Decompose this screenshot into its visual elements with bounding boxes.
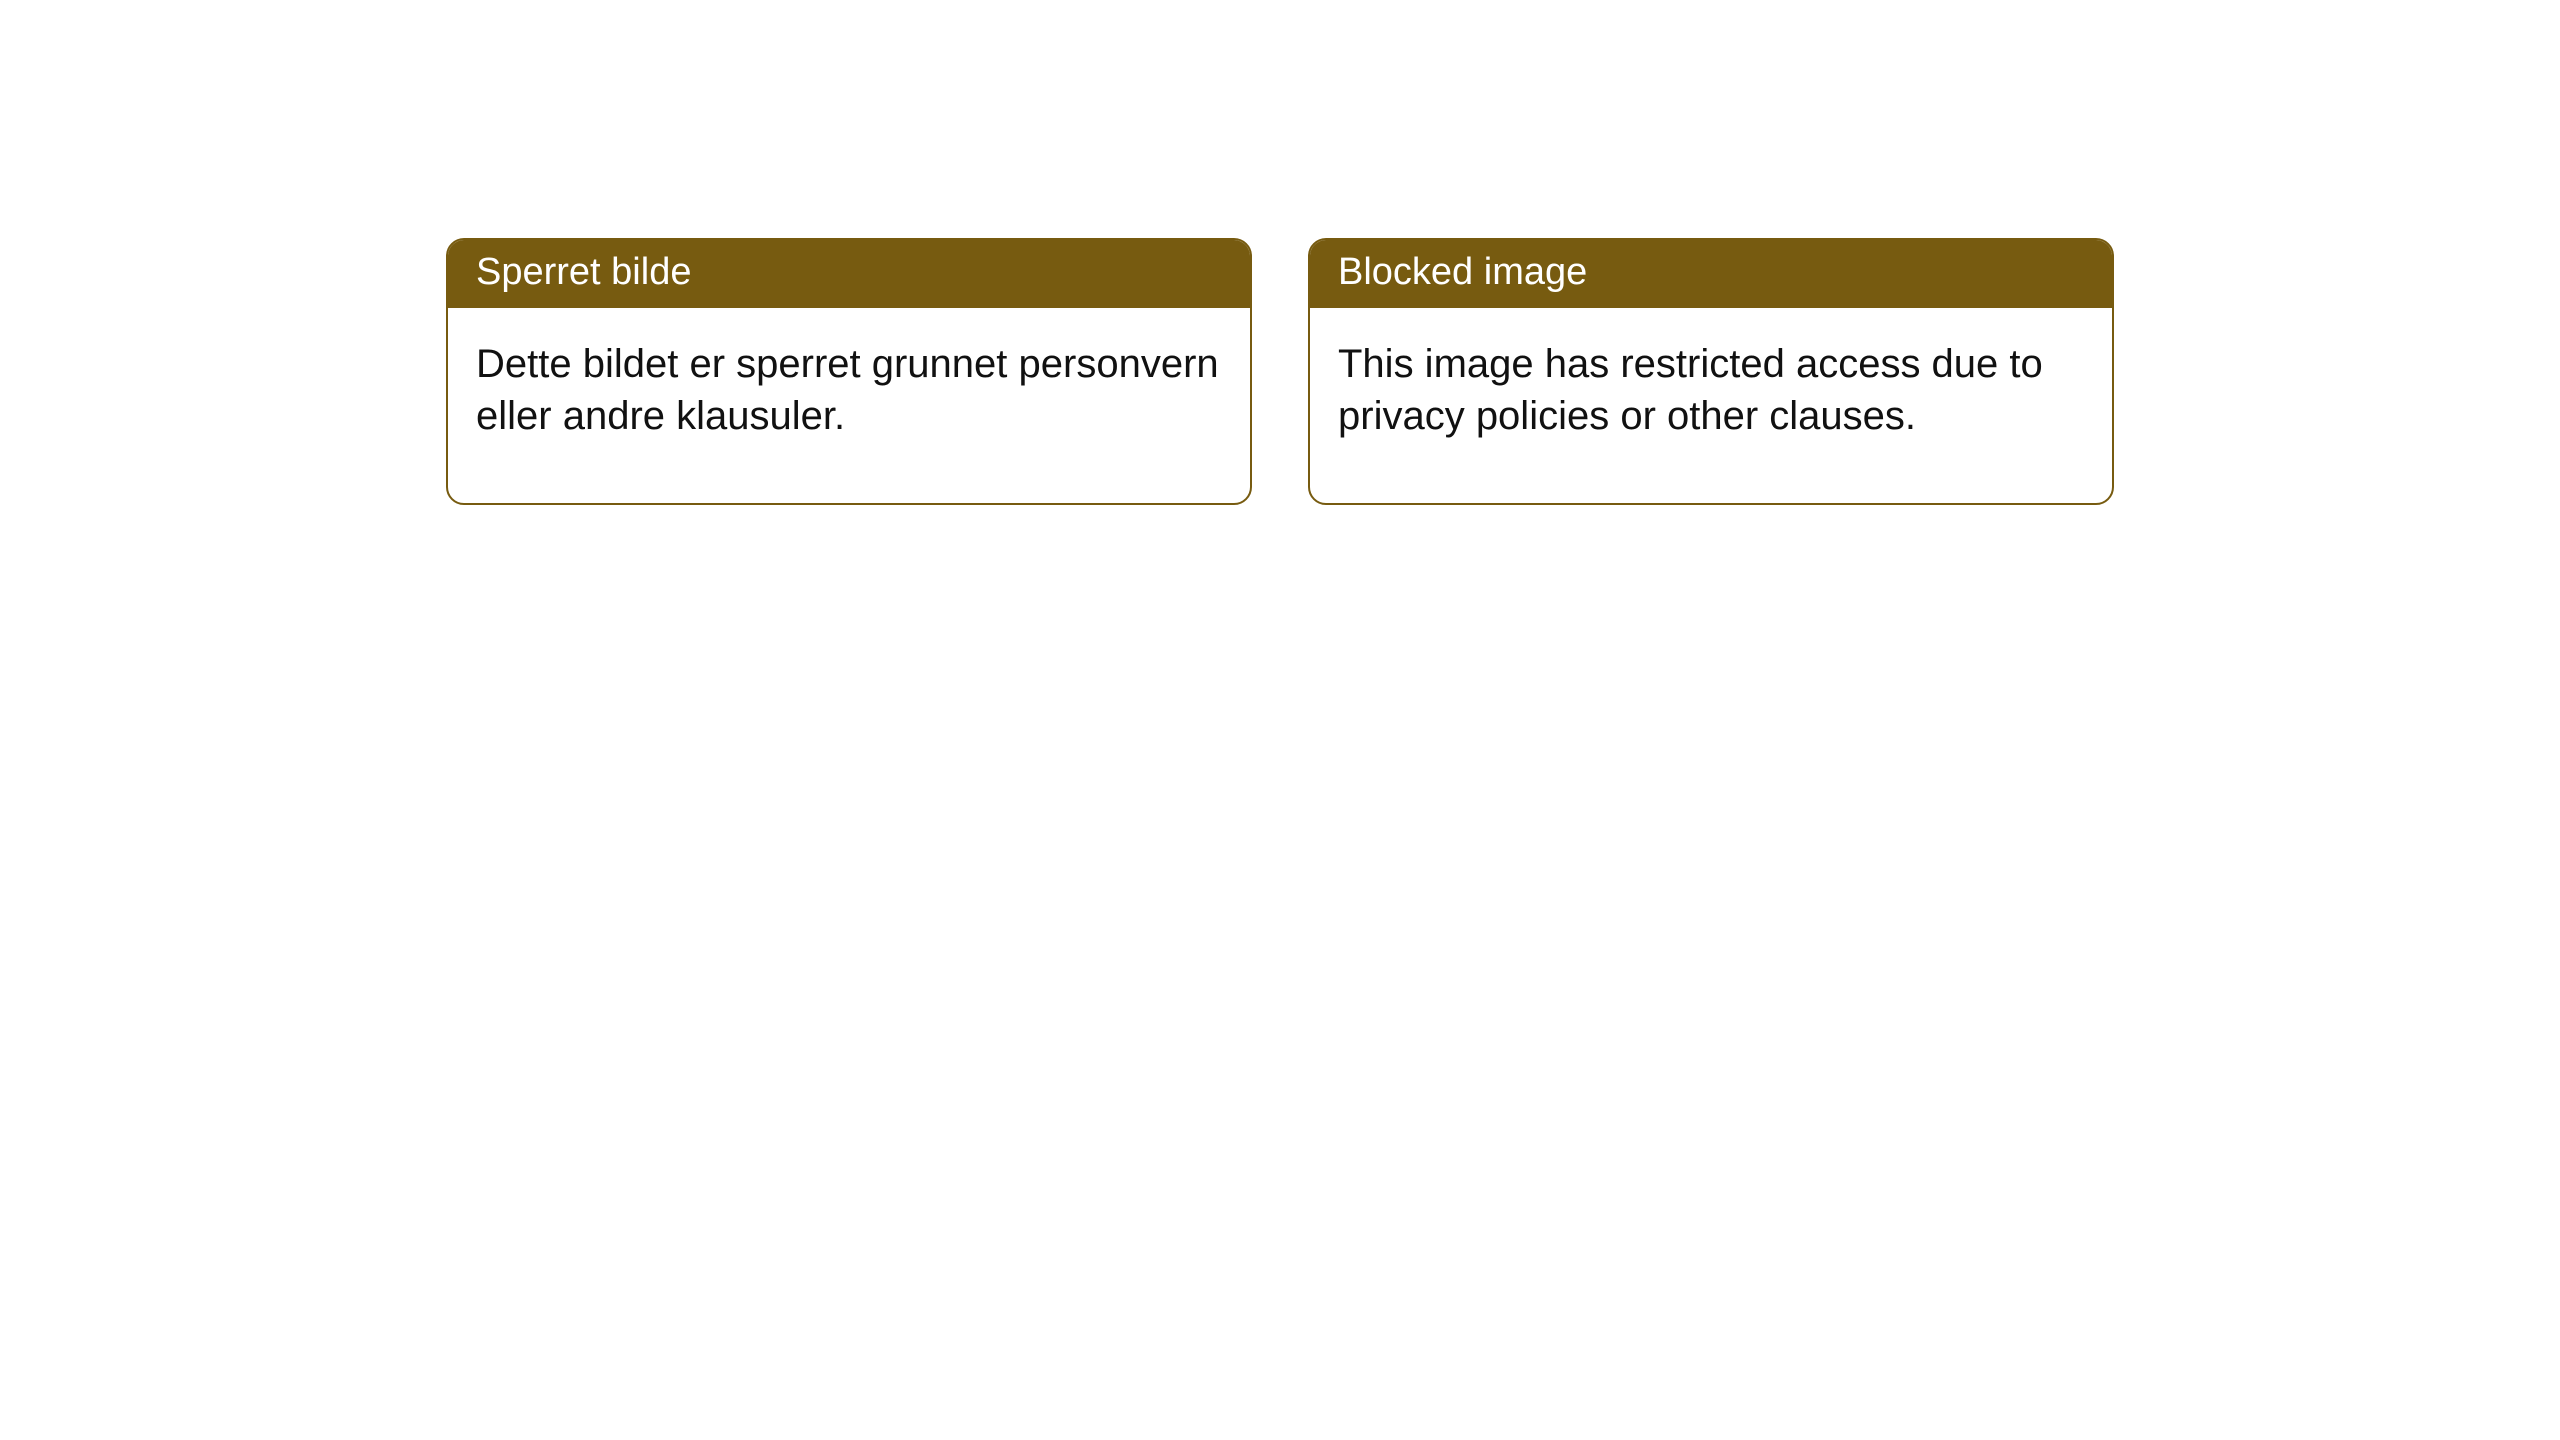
notice-body-text: This image has restricted access due to … (1310, 308, 2112, 504)
notice-card-norwegian: Sperret bilde Dette bildet er sperret gr… (446, 238, 1252, 505)
notice-card-english: Blocked image This image has restricted … (1308, 238, 2114, 505)
notice-title: Sperret bilde (448, 240, 1250, 308)
notice-body-text: Dette bildet er sperret grunnet personve… (448, 308, 1250, 504)
notice-container: Sperret bilde Dette bildet er sperret gr… (0, 0, 2560, 505)
notice-title: Blocked image (1310, 240, 2112, 308)
